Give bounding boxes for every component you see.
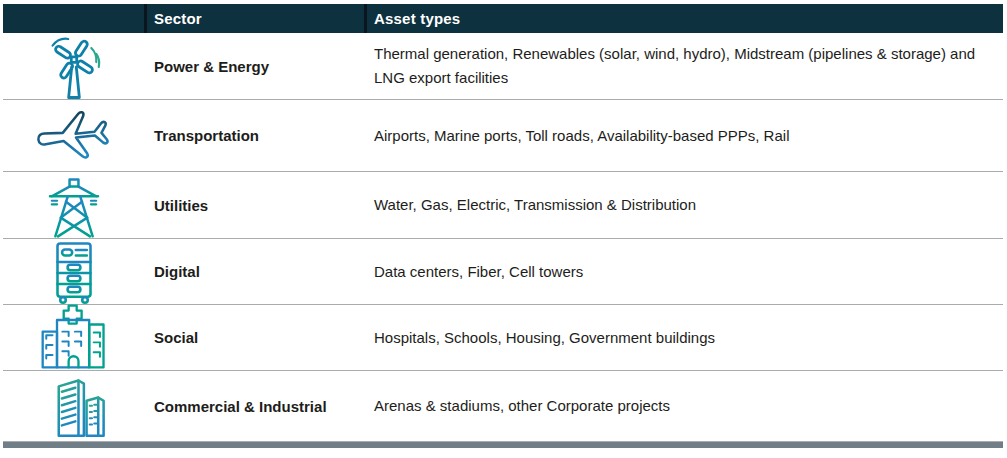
asset-types-text: Arenas & stadiums, other Corporate proje…: [374, 394, 670, 418]
asset-types-cell: Data centers, Fiber, Cell towers: [364, 239, 1003, 304]
table-row: Social Hospitals, Schools, Housing, Gover…: [3, 305, 1003, 371]
asset-types-text: Thermal generation, Renewables (solar, w…: [374, 42, 989, 90]
table-row: Digital Data centers, Fiber, Cell towers: [3, 239, 1003, 305]
asset-types-cell: Thermal generation, Renewables (solar, w…: [364, 33, 1003, 99]
asset-types-cell: Airports, Marine ports, Toll roads, Avai…: [364, 100, 1003, 171]
table-body: Power & EnergyThermal generation, Renewa…: [3, 33, 1003, 442]
sector-asset-table: Sector Asset types: [3, 4, 1003, 448]
asset-types-text: Data centers, Fiber, Cell towers: [374, 260, 583, 284]
table-row: Transportation Airports, Marine ports, To…: [3, 100, 1003, 172]
asset-types-text: Hospitals, Schools, Housing, Government …: [374, 326, 715, 350]
asset-types-cell: Water, Gas, Electric, Transmission & Dis…: [364, 172, 1003, 238]
hospital-building-icon: [3, 305, 144, 370]
table-header: Sector Asset types: [3, 4, 1003, 33]
sector-cell: Power & Energy: [144, 33, 364, 99]
header-cell-icon-column: [3, 4, 144, 33]
header-cell-asset-types: Asset types: [364, 4, 1003, 33]
server-rack-icon: [3, 239, 144, 304]
asset-types-text: Airports, Marine ports, Toll roads, Avai…: [374, 124, 789, 148]
asset-types-column-label: Asset types: [374, 10, 460, 27]
sector-cell: Digital: [144, 239, 364, 304]
bottom-divider-bar: [3, 442, 1003, 448]
asset-types-text: Water, Gas, Electric, Transmission & Dis…: [374, 193, 696, 217]
table-row: Utilities Water, Gas, Electric, Transmiss…: [3, 172, 1003, 239]
sector-cell: Utilities: [144, 172, 364, 238]
transmission-tower-icon: [3, 172, 144, 238]
sector-cell: Commercial & Industrial: [144, 371, 364, 441]
sector-column-label: Sector: [154, 10, 202, 27]
table-row: Commercial & Industrial Arenas & stadiums…: [3, 371, 1003, 442]
sector-cell: Social: [144, 305, 364, 370]
sector-cell: Transportation: [144, 100, 364, 171]
asset-types-cell: Hospitals, Schools, Housing, Government …: [364, 305, 1003, 370]
header-cell-sector: Sector: [144, 4, 364, 33]
asset-types-cell: Arenas & stadiums, other Corporate proje…: [364, 371, 1003, 441]
wind-turbine-icon: [3, 33, 144, 99]
table-row: Power & EnergyThermal generation, Renewa…: [3, 33, 1003, 100]
office-buildings-icon: [3, 371, 144, 441]
airplane-icon: [3, 100, 144, 171]
